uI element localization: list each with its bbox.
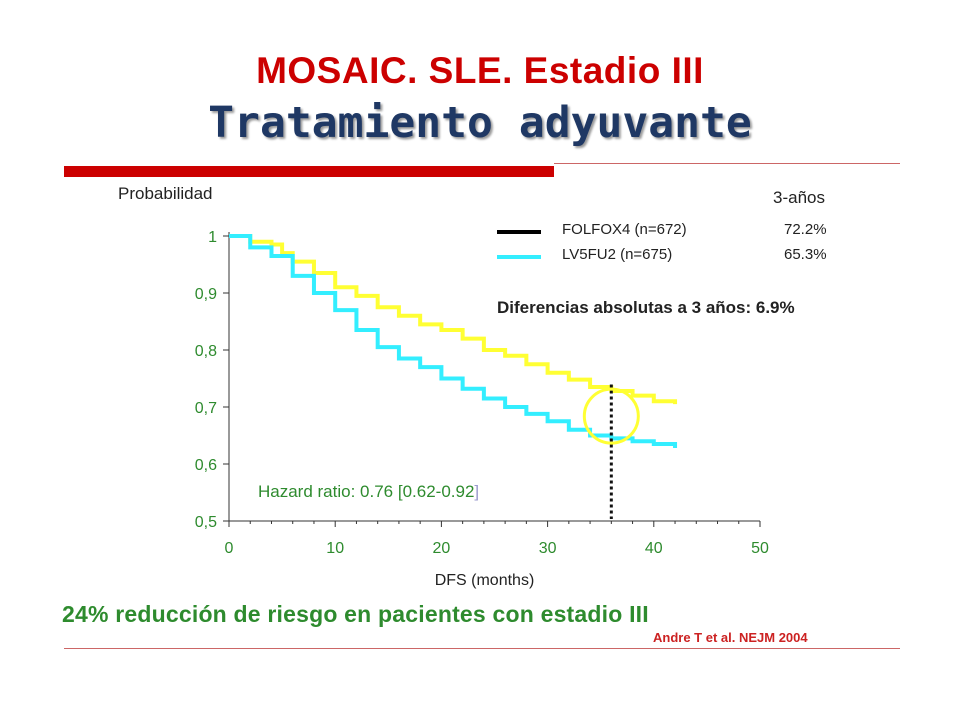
x-tick-label: 40 <box>645 540 663 557</box>
footer-divider-line <box>64 648 900 649</box>
legend-swatch-lv5fu2 <box>497 255 541 259</box>
legend-label-folfox4: FOLFOX4 (n=672) <box>562 221 687 238</box>
survival-curve-lv5fu2 <box>229 234 678 449</box>
citation: Andre T et al. NEJM 2004 <box>653 630 808 645</box>
y-tick-label: 0,6 <box>195 457 217 474</box>
title-underline-bar <box>64 166 554 177</box>
legend-value-folfox4: 72.2% <box>784 221 827 238</box>
hazard-ratio-annotation: Hazard ratio: 0.76 [0.62-0.92] <box>258 482 479 502</box>
x-tick-label: 20 <box>433 540 451 557</box>
legend-value-lv5fu2: 65.3% <box>784 246 827 263</box>
y-tick-label: 0,5 <box>195 514 217 531</box>
y-tick-label: 0,8 <box>195 343 217 360</box>
legend-label-lv5fu2: LV5FU2 (n=675) <box>562 246 673 263</box>
hazard-ratio-bracket: ] <box>474 482 480 501</box>
x-tick-label: 50 <box>751 540 769 557</box>
y-tick-label: 1 <box>208 229 217 246</box>
x-tick-label: 0 <box>225 540 234 557</box>
slide-subtitle: Tratamiento adyuvante <box>208 98 752 148</box>
x-tick-label: 30 <box>539 540 557 557</box>
y-tick-label: 0,9 <box>195 286 217 303</box>
x-tick-label: 10 <box>326 540 344 557</box>
hazard-ratio-text: Hazard ratio: 0.76 [0.62-0.92 <box>258 482 475 501</box>
slide-title: MOSAIC. SLE. Estadio III <box>256 50 704 91</box>
legend-header: 3-años <box>773 188 825 207</box>
title-divider-line <box>554 163 900 164</box>
difference-annotation: Diferencias absolutas a 3 años: 6.9% <box>497 298 795 317</box>
legend-swatch-folfox4 <box>497 230 541 234</box>
x-axis-label: DFS (months) <box>435 572 535 589</box>
risk-reduction-statement: 24% reducción de riesgo en pacientes con… <box>62 601 649 627</box>
y-tick-label: 0,7 <box>195 400 217 417</box>
three-year-highlight-circle <box>582 387 640 445</box>
y-axis-label: Probabilidad <box>118 184 213 203</box>
